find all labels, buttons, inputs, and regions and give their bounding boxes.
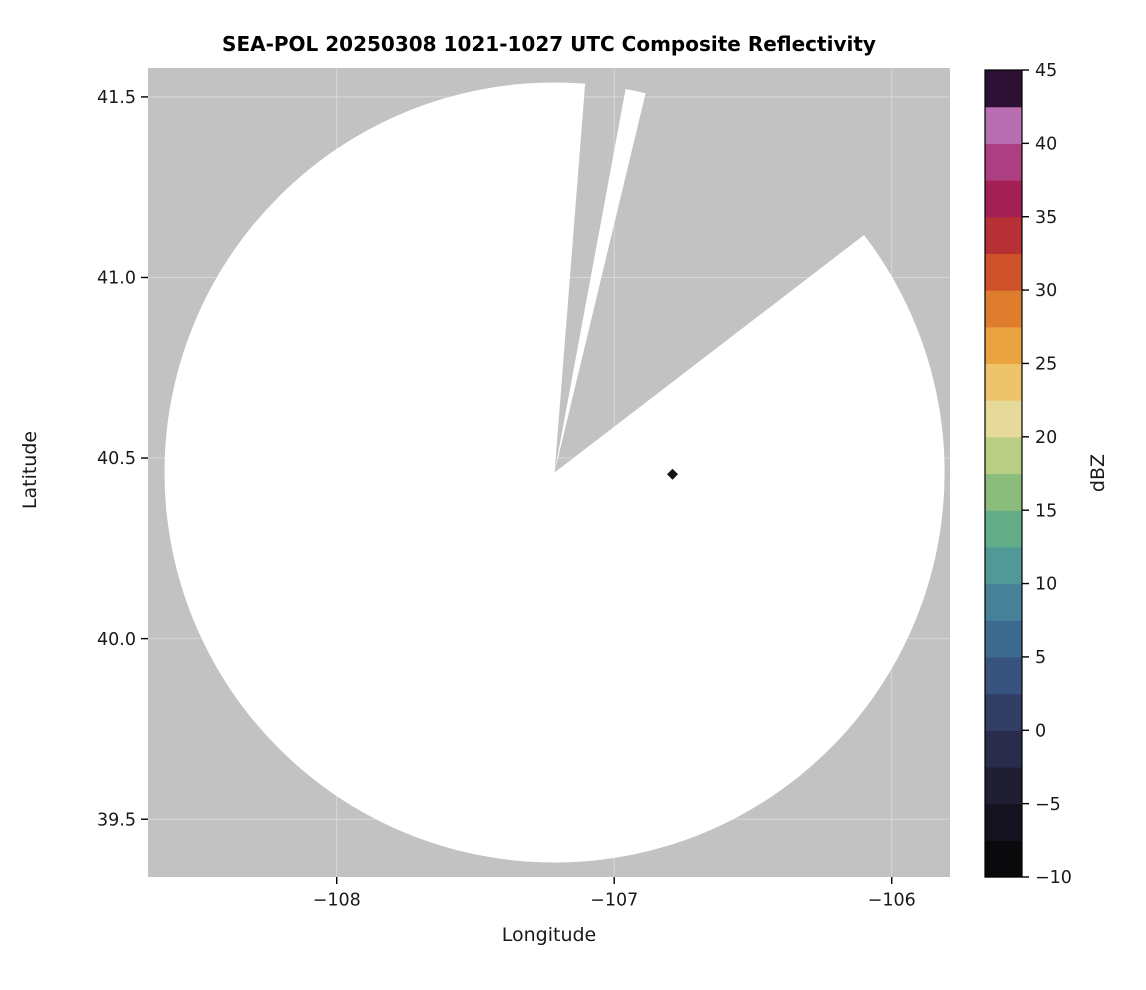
radar-site-marker	[666, 468, 678, 480]
colorbar-segment	[985, 546, 1022, 585]
y-axis-label: Latitude	[19, 430, 41, 510]
colorbar-tick-label: 45	[1035, 61, 1057, 81]
colorbar-tick-label: 5	[1035, 648, 1046, 668]
colorbar-segment	[985, 840, 1022, 878]
colorbar-segment	[985, 766, 1022, 805]
colorbar-outline	[984, 69, 1023, 878]
x-axis-label: Longitude	[501, 924, 597, 946]
x-tick-label: −106	[868, 891, 916, 911]
colorbar-segment	[985, 143, 1022, 181]
y-tick-label: 40.5	[97, 449, 136, 469]
colorbar-segment	[985, 326, 1022, 365]
x-tick-label: −108	[313, 891, 361, 911]
colorbar-segment	[985, 730, 1022, 768]
colorbar-label: dBZ	[1087, 453, 1109, 493]
colorbar-segment	[985, 400, 1022, 438]
colorbar-segment	[985, 363, 1022, 401]
colorbar-segment	[985, 216, 1022, 255]
colorbar-segment	[985, 510, 1022, 548]
y-tick-label: 41.0	[97, 269, 136, 289]
colorbar-tick-label: 10	[1035, 575, 1057, 595]
colorbar-tick-label: 40	[1035, 134, 1057, 154]
chart-title: SEA-POL 20250308 1021-1027 UTC Composite…	[222, 32, 876, 56]
colorbar-tick-label: 0	[1035, 721, 1046, 741]
colorbar-tick-label: 15	[1035, 501, 1057, 521]
colorbar-segment	[985, 620, 1022, 658]
colorbar-tick-label: 20	[1035, 428, 1057, 448]
colorbar-segment	[985, 180, 1022, 218]
x-tick-label: −107	[590, 891, 638, 911]
colorbar-segment	[985, 253, 1022, 291]
colorbar-segment	[985, 583, 1022, 621]
colorbar-tick-label: 30	[1035, 281, 1057, 301]
missing-data-sector	[554, 82, 626, 473]
missing-data-sector	[554, 91, 866, 473]
colorbar-segment	[985, 106, 1022, 144]
colorbar-tick-label: 25	[1035, 355, 1057, 375]
colorbar-tick-label: −10	[1035, 868, 1072, 888]
colorbar-tick-label: 35	[1035, 208, 1057, 228]
colorbar-segment	[985, 803, 1022, 841]
colorbar-tick-label: −5	[1035, 795, 1061, 815]
colorbar-segment	[985, 436, 1022, 475]
colorbar-segment	[985, 656, 1022, 695]
colorbar-segment	[985, 693, 1022, 731]
y-tick-label: 40.0	[97, 630, 136, 650]
colorbar-segment	[985, 290, 1022, 328]
y-tick-label: 39.5	[97, 810, 136, 830]
colorbar-segment	[985, 70, 1022, 108]
colorbar-segment	[985, 473, 1022, 511]
y-tick-label: 41.5	[97, 88, 136, 108]
